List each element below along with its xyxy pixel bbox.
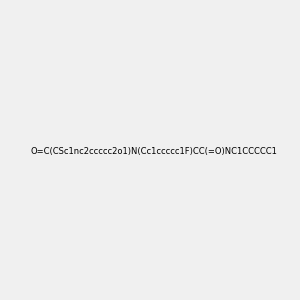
Text: O=C(CSc1nc2ccccc2o1)N(Cc1ccccc1F)CC(=O)NC1CCCCC1: O=C(CSc1nc2ccccc2o1)N(Cc1ccccc1F)CC(=O)N… bbox=[30, 147, 277, 156]
